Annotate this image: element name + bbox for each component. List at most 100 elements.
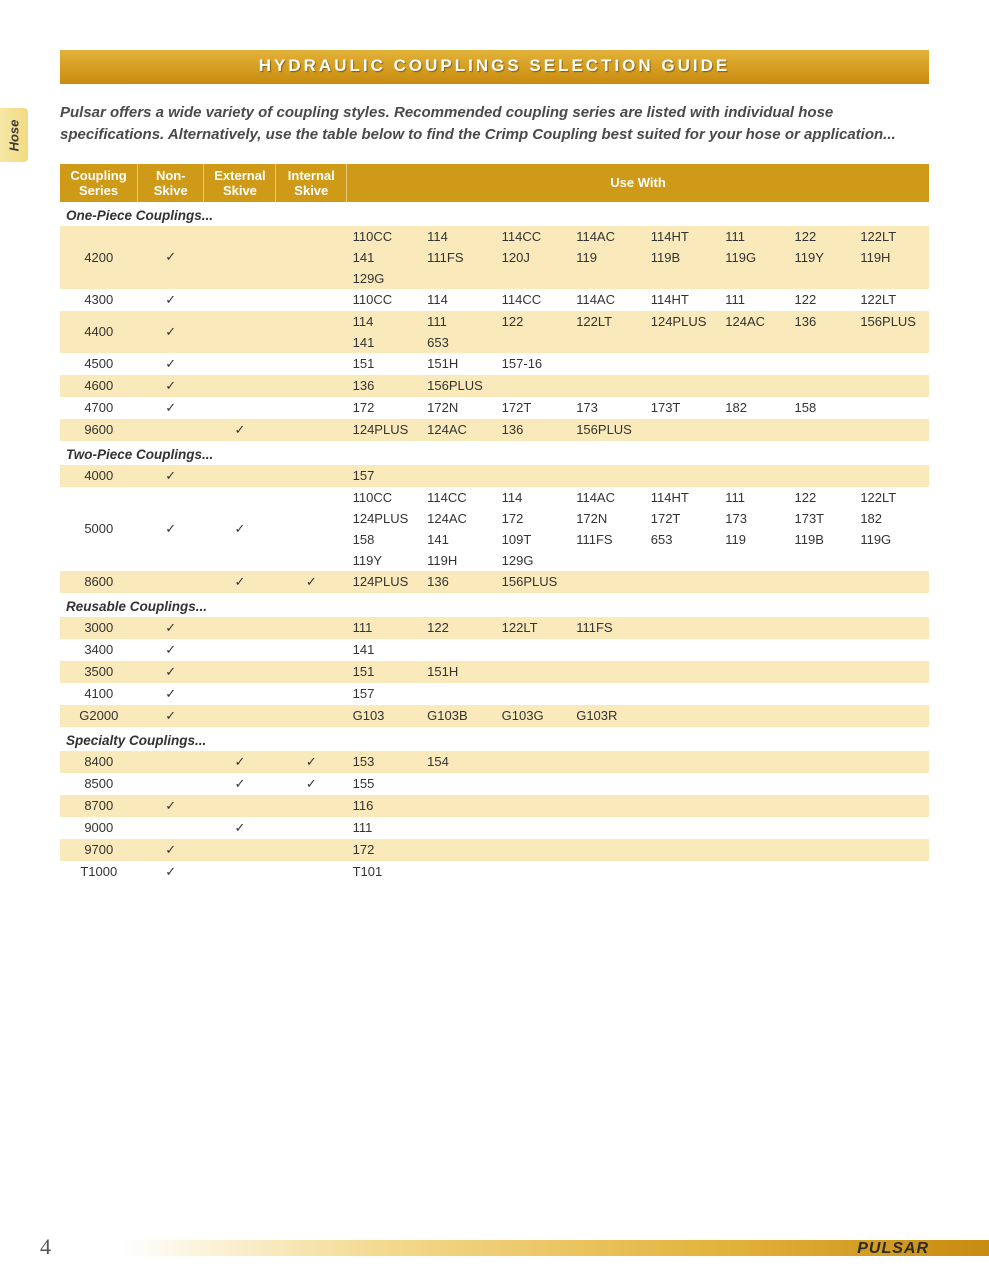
table-row: 4400✓114111122122LT124PLUS124AC136156PLU… — [60, 311, 929, 332]
cell-intskive: ✓ — [276, 773, 347, 795]
cell-use-with: G103G — [496, 705, 571, 727]
cell-coupling-series: 4000 — [60, 465, 138, 487]
cell-use-with: 114AC — [570, 226, 645, 247]
cell-use-with: 122LT — [496, 617, 571, 639]
cell-use-with — [719, 465, 788, 487]
cell-extskive: ✓ — [204, 571, 276, 593]
cell-use-with — [570, 571, 645, 593]
table-row: 8600✓✓124PLUS136156PLUS — [60, 571, 929, 593]
selection-guide-table: Coupling Series Non-Skive External Skive… — [60, 164, 929, 883]
cell-use-with: 111 — [347, 817, 422, 839]
section-heading: Reusable Couplings... — [60, 593, 929, 617]
cell-use-with: 173T — [645, 397, 720, 419]
cell-coupling-series: 4400 — [60, 311, 138, 353]
cell-nonskive: ✓ — [138, 839, 204, 861]
cell-use-with: 111 — [719, 487, 788, 508]
cell-use-with — [854, 571, 929, 593]
cell-use-with — [570, 839, 645, 861]
cell-extskive — [204, 661, 276, 683]
cell-use-with — [854, 839, 929, 861]
cell-nonskive: ✓ — [138, 705, 204, 727]
cell-extskive: ✓ — [204, 817, 276, 839]
cell-use-with — [421, 465, 496, 487]
cell-extskive: ✓ — [204, 487, 276, 571]
cell-use-with: 114AC — [570, 289, 645, 311]
cell-use-with: 151 — [347, 661, 422, 683]
cell-intskive: ✓ — [276, 751, 347, 773]
cell-use-with — [645, 353, 720, 375]
cell-use-with — [788, 639, 854, 661]
cell-use-with — [719, 571, 788, 593]
cell-extskive: ✓ — [204, 419, 276, 441]
cell-use-with — [570, 268, 645, 289]
cell-nonskive — [138, 751, 204, 773]
page-number: 4 — [40, 1234, 51, 1260]
cell-use-with: 119B — [788, 529, 854, 550]
cell-use-with — [645, 617, 720, 639]
cell-use-with: 119Y — [788, 247, 854, 268]
cell-use-with — [645, 571, 720, 593]
cell-use-with — [645, 839, 720, 861]
table-row: 8500✓✓155 — [60, 773, 929, 795]
cell-use-with: 119H — [421, 550, 496, 571]
col-header-internal-skive: Internal Skive — [276, 164, 347, 202]
check-icon: ✓ — [165, 249, 176, 264]
cell-nonskive: ✓ — [138, 487, 204, 571]
check-icon: ✓ — [165, 708, 176, 723]
cell-coupling-series: 4100 — [60, 683, 138, 705]
cell-use-with — [421, 817, 496, 839]
check-icon: ✓ — [165, 324, 176, 339]
cell-use-with — [570, 375, 645, 397]
cell-use-with: 158 — [788, 397, 854, 419]
cell-use-with: 151H — [421, 661, 496, 683]
cell-use-with: 119H — [854, 247, 929, 268]
cell-use-with: 653 — [421, 332, 496, 353]
cell-use-with — [421, 861, 496, 883]
cell-use-with — [719, 332, 788, 353]
cell-extskive — [204, 289, 276, 311]
cell-use-with: 122 — [421, 617, 496, 639]
cell-use-with: 124PLUS — [645, 311, 720, 332]
cell-nonskive: ✓ — [138, 311, 204, 353]
cell-use-with: 136 — [347, 375, 422, 397]
check-icon: ✓ — [306, 776, 317, 791]
cell-use-with — [645, 751, 720, 773]
cell-use-with — [719, 550, 788, 571]
check-icon: ✓ — [165, 378, 176, 393]
cell-coupling-series: 3400 — [60, 639, 138, 661]
cell-use-with — [570, 332, 645, 353]
check-icon: ✓ — [165, 400, 176, 415]
cell-use-with: 114 — [347, 311, 422, 332]
cell-use-with — [788, 268, 854, 289]
cell-use-with — [788, 571, 854, 593]
cell-nonskive — [138, 571, 204, 593]
cell-use-with: 114 — [496, 487, 571, 508]
cell-extskive — [204, 375, 276, 397]
cell-use-with: 114CC — [496, 289, 571, 311]
cell-use-with — [854, 817, 929, 839]
page-footer: 4 PULSAR — [0, 1234, 989, 1256]
cell-use-with: 151H — [421, 353, 496, 375]
cell-use-with: 110CC — [347, 487, 422, 508]
cell-use-with: 114CC — [421, 487, 496, 508]
cell-nonskive: ✓ — [138, 375, 204, 397]
cell-use-with: 114HT — [645, 226, 720, 247]
cell-use-with — [719, 705, 788, 727]
cell-use-with — [570, 683, 645, 705]
cell-use-with: 156PLUS — [570, 419, 645, 441]
cell-use-with — [719, 683, 788, 705]
cell-use-with — [719, 419, 788, 441]
cell-use-with — [854, 795, 929, 817]
cell-use-with — [719, 617, 788, 639]
cell-use-with — [496, 268, 571, 289]
cell-use-with: 116 — [347, 795, 422, 817]
cell-use-with — [854, 465, 929, 487]
cell-coupling-series: 9000 — [60, 817, 138, 839]
cell-use-with: 172T — [645, 508, 720, 529]
cell-use-with: 122 — [788, 487, 854, 508]
cell-use-with: 155 — [347, 773, 422, 795]
cell-use-with — [570, 795, 645, 817]
cell-intskive — [276, 487, 347, 571]
cell-use-with: 119 — [570, 247, 645, 268]
cell-use-with: 119G — [719, 247, 788, 268]
